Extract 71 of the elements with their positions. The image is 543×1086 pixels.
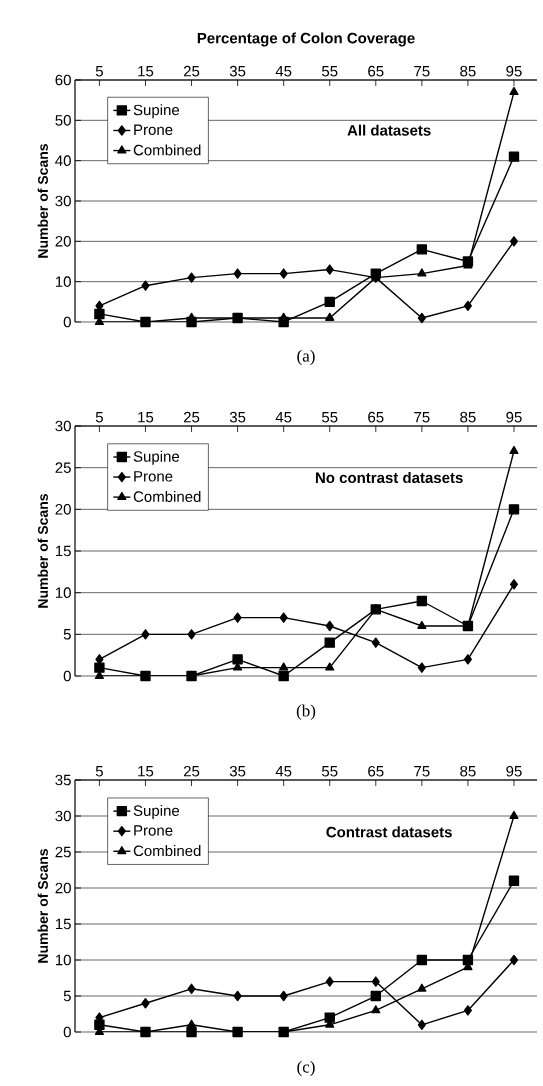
y-tick-label: 50 <box>55 115 71 126</box>
x-tick-label: 85 <box>460 411 476 423</box>
x-tick-label: 55 <box>321 66 338 77</box>
y-tick-label: 5 <box>63 990 71 1002</box>
y-tick-label: 20 <box>55 236 71 247</box>
legend-label: Prone <box>134 471 173 482</box>
y-tick-label: 15 <box>55 918 71 930</box>
x-tick-label: 65 <box>368 411 384 423</box>
y-tick-label: 10 <box>55 954 71 966</box>
x-tick-label: 75 <box>414 412 430 423</box>
y-tick-label: 0 <box>63 316 71 328</box>
y-tick-label: 20 <box>55 882 71 894</box>
y-tick-label: 15 <box>55 545 71 557</box>
x-tick-label: 45 <box>275 412 292 423</box>
legend-label: Prone <box>134 124 173 136</box>
x-tick-label: 15 <box>138 412 154 423</box>
y-tick-label: 0 <box>63 670 71 682</box>
y-tick-label: 25 <box>55 846 71 858</box>
x-tick-label: 65 <box>368 765 384 777</box>
x-tick-label: 45 <box>275 66 292 77</box>
y-tick-label: 30 <box>55 420 71 432</box>
x-tick-label: 65 <box>368 65 384 77</box>
x-tick-label: 15 <box>138 766 154 777</box>
y-tick-label: 25 <box>55 462 71 473</box>
legend-label: Supine <box>133 804 180 819</box>
y-tick-label: 10 <box>55 587 71 598</box>
y-tick-label: 30 <box>55 810 71 822</box>
y-tick-label: 35 <box>55 774 71 786</box>
x-tick-label: 35 <box>229 65 246 77</box>
x-tick-label: 5 <box>95 412 103 423</box>
annotation: All datasets <box>347 124 431 136</box>
x-tick-label: 25 <box>183 765 200 777</box>
x-tick-label: 25 <box>183 411 200 423</box>
y-tick-label: 60 <box>55 74 71 86</box>
x-tick-label: 5 <box>95 66 103 77</box>
legend-label: Combined <box>133 845 201 857</box>
x-tick-label: 35 <box>229 411 246 423</box>
y-tick-label: 40 <box>55 155 71 166</box>
x-tick-label: 55 <box>321 412 338 423</box>
text: (b) <box>296 704 316 720</box>
y-axis-title: Number of Scans <box>37 494 48 608</box>
y-tick-label: 10 <box>55 276 71 287</box>
annotation: Contrast datasets <box>326 826 452 838</box>
y-axis-title: Number of Scans <box>37 849 48 963</box>
text: (c) <box>297 1060 315 1077</box>
x-tick-label: 15 <box>138 66 154 77</box>
legend-label: Combined <box>133 490 201 502</box>
legend-label: Supine <box>133 450 180 465</box>
y-tick-label: 5 <box>63 629 71 640</box>
y-tick-label: 20 <box>55 504 71 515</box>
y-tick-label: 0 <box>63 1026 71 1038</box>
legend-label: Combined <box>133 144 201 156</box>
x-tick-label: 25 <box>183 65 200 77</box>
y-axis-title: Number of Scans <box>37 144 48 258</box>
x-tick-label: 85 <box>460 65 476 77</box>
annotation: No contrast datasets <box>315 472 463 484</box>
x-tick-label: 75 <box>414 766 430 777</box>
x-tick-label: 35 <box>229 765 246 777</box>
x-tick-label: 45 <box>275 766 292 777</box>
x-tick-label: 55 <box>321 766 338 777</box>
x-axis-title: Percentage of Colon Coverage <box>197 32 415 47</box>
x-tick-label: 75 <box>414 66 430 77</box>
legend-label: Supine <box>133 104 180 119</box>
x-tick-label: 95 <box>506 411 522 423</box>
x-tick-label: 85 <box>460 765 476 777</box>
text: (a) <box>297 349 315 366</box>
legend-label: Prone <box>134 825 173 836</box>
x-tick-label: 95 <box>506 65 522 77</box>
y-tick-label: 30 <box>55 195 71 207</box>
x-tick-label: 5 <box>95 766 103 777</box>
x-tick-label: 95 <box>506 765 522 777</box>
